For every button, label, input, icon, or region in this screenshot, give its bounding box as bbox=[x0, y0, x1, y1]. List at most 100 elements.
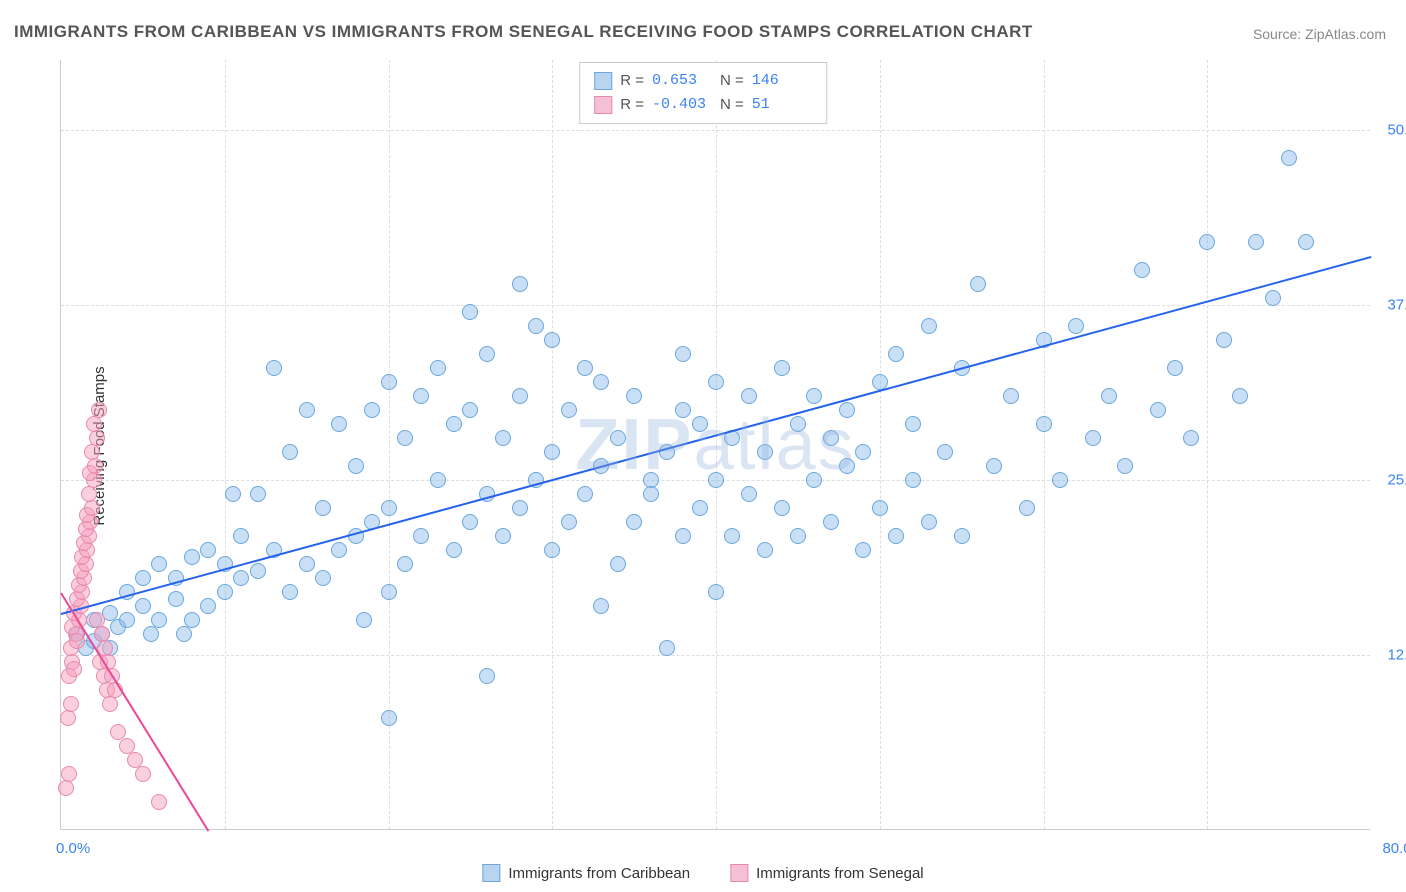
scatter-point bbox=[299, 402, 315, 418]
scatter-point bbox=[63, 696, 79, 712]
scatter-point bbox=[790, 528, 806, 544]
scatter-point bbox=[381, 500, 397, 516]
scatter-point bbox=[855, 542, 871, 558]
x-tick-label-right: 80.0% bbox=[1382, 840, 1406, 857]
scatter-point bbox=[233, 570, 249, 586]
n-label: N = bbox=[720, 69, 744, 93]
scatter-point bbox=[675, 402, 691, 418]
scatter-point bbox=[1167, 360, 1183, 376]
scatter-point bbox=[1134, 262, 1150, 278]
scatter-point bbox=[774, 360, 790, 376]
scatter-point bbox=[577, 486, 593, 502]
scatter-point bbox=[184, 612, 200, 628]
scatter-point bbox=[544, 444, 560, 460]
scatter-point bbox=[250, 563, 266, 579]
scatter-point bbox=[430, 360, 446, 376]
scatter-point bbox=[1068, 318, 1084, 334]
scatter-point bbox=[741, 486, 757, 502]
scatter-point bbox=[512, 276, 528, 292]
scatter-point bbox=[1216, 332, 1232, 348]
n-label: N = bbox=[720, 93, 744, 117]
scatter-point bbox=[1150, 402, 1166, 418]
y-tick-label: 12.5% bbox=[1375, 647, 1406, 664]
scatter-point bbox=[659, 640, 675, 656]
scatter-point bbox=[1003, 388, 1019, 404]
scatter-point bbox=[397, 430, 413, 446]
scatter-point bbox=[1183, 430, 1199, 446]
scatter-point bbox=[626, 514, 642, 530]
scatter-point bbox=[348, 458, 364, 474]
scatter-point bbox=[1117, 458, 1133, 474]
scatter-point bbox=[479, 668, 495, 684]
scatter-point bbox=[888, 346, 904, 362]
scatter-point bbox=[1085, 430, 1101, 446]
scatter-point bbox=[1019, 500, 1035, 516]
scatter-point bbox=[872, 500, 888, 516]
scatter-point bbox=[970, 276, 986, 292]
scatter-point bbox=[528, 318, 544, 334]
scatter-point bbox=[364, 402, 380, 418]
legend-swatch-caribbean bbox=[482, 864, 500, 882]
scatter-point bbox=[921, 318, 937, 334]
r-label: R = bbox=[620, 69, 644, 93]
scatter-point bbox=[577, 360, 593, 376]
scatter-point bbox=[143, 626, 159, 642]
scatter-point bbox=[135, 766, 151, 782]
scatter-point bbox=[479, 346, 495, 362]
scatter-point bbox=[84, 444, 100, 460]
scatter-point bbox=[87, 458, 103, 474]
scatter-point bbox=[61, 766, 77, 782]
scatter-point bbox=[102, 696, 118, 712]
scatter-point bbox=[66, 661, 82, 677]
scatter-point bbox=[561, 402, 577, 418]
scatter-point bbox=[168, 591, 184, 607]
scatter-point bbox=[282, 584, 298, 600]
scatter-point bbox=[84, 500, 100, 516]
chart-title: IMMIGRANTS FROM CARIBBEAN VS IMMIGRANTS … bbox=[14, 22, 1033, 42]
scatter-point bbox=[757, 444, 773, 460]
legend-item-senegal: Immigrants from Senegal bbox=[730, 864, 924, 882]
y-tick-label: 25.0% bbox=[1375, 472, 1406, 489]
scatter-point bbox=[921, 514, 937, 530]
scatter-point bbox=[512, 388, 528, 404]
legend-swatch-senegal bbox=[730, 864, 748, 882]
scatter-point bbox=[413, 528, 429, 544]
scatter-point bbox=[757, 542, 773, 558]
scatter-point bbox=[986, 458, 1002, 474]
scatter-point bbox=[69, 633, 85, 649]
scatter-point bbox=[708, 472, 724, 488]
n-value-senegal: 51 bbox=[752, 93, 812, 117]
scatter-point bbox=[626, 388, 642, 404]
scatter-point bbox=[184, 549, 200, 565]
scatter-point bbox=[58, 780, 74, 796]
scatter-point bbox=[495, 430, 511, 446]
scatter-point bbox=[151, 794, 167, 810]
scatter-point bbox=[675, 528, 691, 544]
scatter-point bbox=[806, 472, 822, 488]
scatter-point bbox=[1248, 234, 1264, 250]
scatter-point bbox=[381, 584, 397, 600]
scatter-point bbox=[86, 416, 102, 432]
scatter-point bbox=[724, 528, 740, 544]
scatter-point bbox=[217, 584, 233, 600]
scatter-point bbox=[331, 416, 347, 432]
r-label: R = bbox=[620, 93, 644, 117]
scatter-point bbox=[561, 514, 577, 530]
x-tick-label-left: 0.0% bbox=[56, 840, 90, 857]
legend-row-series-1: R = 0.653 N = 146 bbox=[594, 69, 812, 93]
scatter-point bbox=[315, 500, 331, 516]
scatter-point bbox=[176, 626, 192, 642]
scatter-point bbox=[266, 360, 282, 376]
scatter-point bbox=[839, 458, 855, 474]
r-value-caribbean: 0.653 bbox=[652, 69, 712, 93]
scatter-point bbox=[89, 430, 105, 446]
scatter-point bbox=[593, 374, 609, 390]
scatter-point bbox=[708, 584, 724, 600]
scatter-point bbox=[397, 556, 413, 572]
gridline-vertical bbox=[880, 60, 881, 829]
gridline-vertical bbox=[1207, 60, 1208, 829]
scatter-point bbox=[823, 430, 839, 446]
gridline-vertical bbox=[225, 60, 226, 829]
scatter-point bbox=[381, 710, 397, 726]
scatter-point bbox=[446, 542, 462, 558]
